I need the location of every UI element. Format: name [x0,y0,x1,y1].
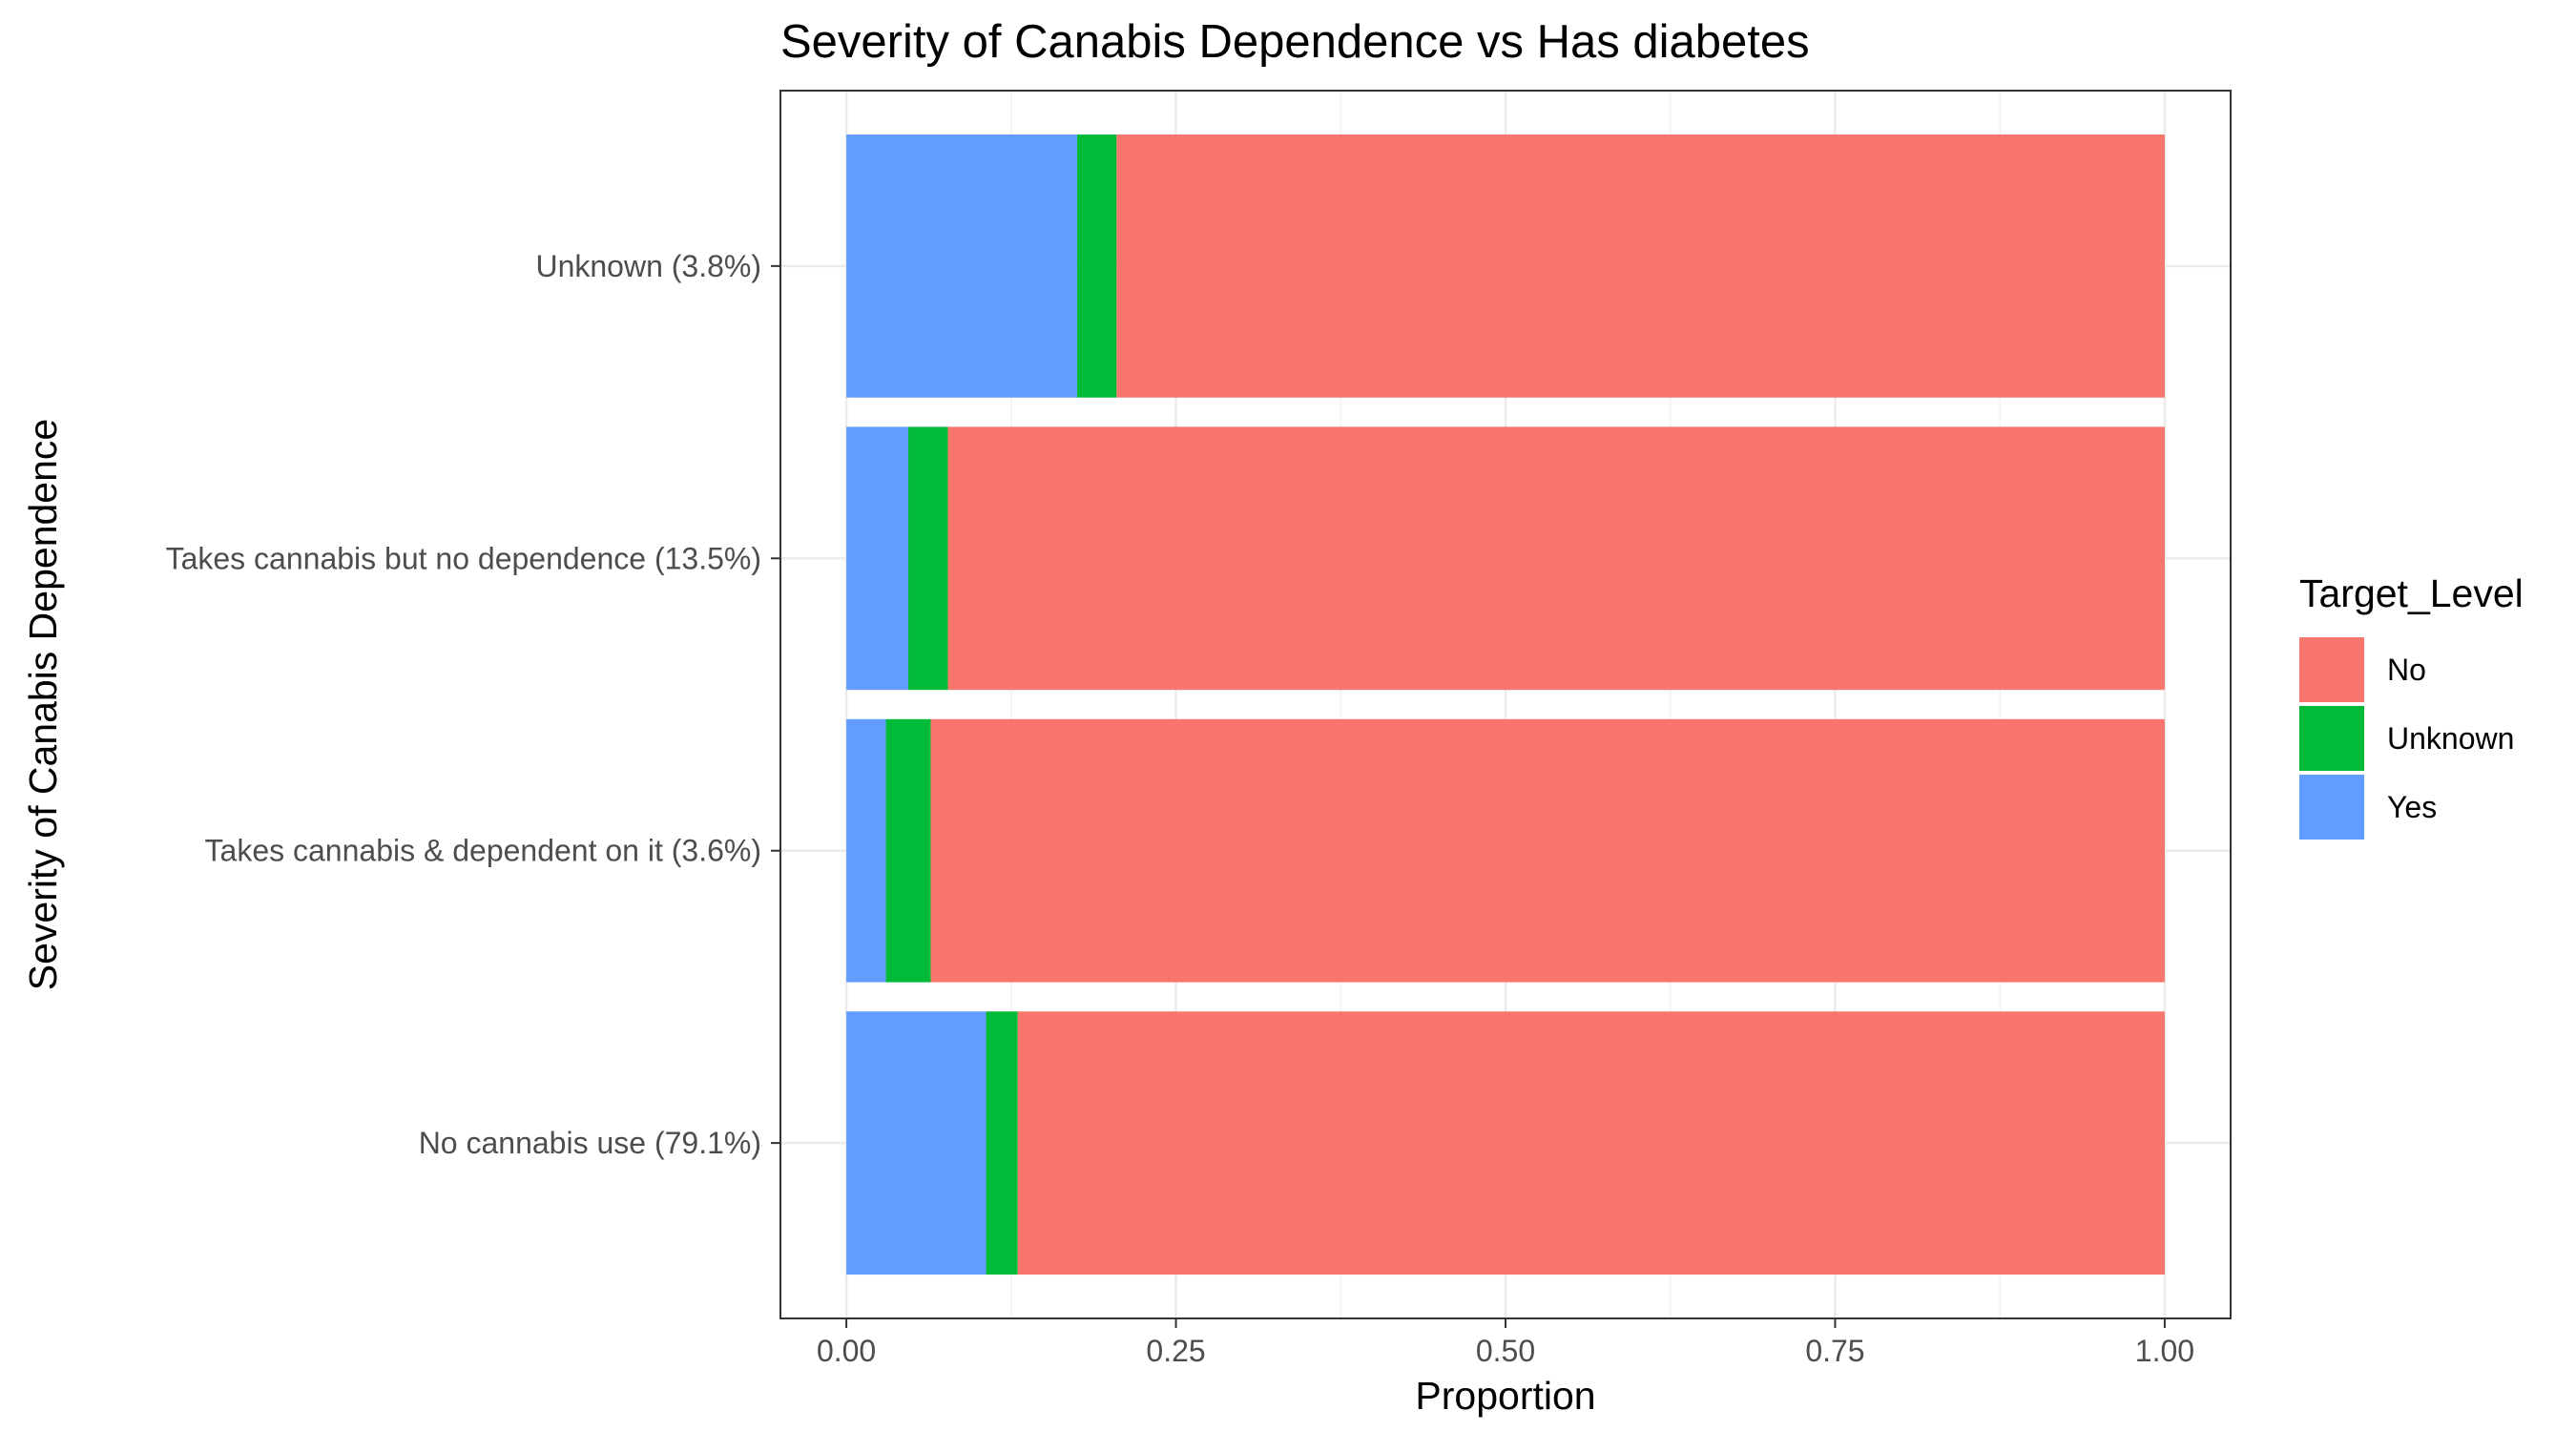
bar-unknown-1 [908,426,948,691]
legend-title: Target_Level [2299,571,2524,615]
y-axis: Unknown (3.8%) Takes cannabis but no depe… [166,249,780,1160]
bar-unknown-0 [1076,134,1117,398]
x-tick-label: 0.50 [1476,1334,1535,1368]
plot-panel [779,90,2232,1319]
bar-no-2 [930,718,2165,983]
y-tick-label: Takes cannabis but no dependence (13.5%) [166,541,761,575]
legend-key-unknown [2299,706,2364,771]
bars [846,134,2165,1275]
legend-label-yes: Yes [2387,790,2437,824]
bar-unknown-2 [885,718,931,983]
bar-yes-0 [846,134,1077,398]
legend: Target_Level No Unknown Yes [2299,571,2524,840]
x-axis-title: Proportion [1415,1374,1595,1418]
x-tick-label: 1.00 [2135,1334,2194,1368]
y-axis-title: Severity of Canabis Dependence [21,419,65,990]
y-tick-label: Takes cannabis & dependent on it (3.6%) [205,834,761,868]
x-tick-label: 0.25 [1146,1334,1205,1368]
bar-unknown-3 [986,1011,1018,1275]
legend-key-no [2299,637,2364,702]
legend-label-no: No [2387,653,2426,687]
chart-title: Severity of Canabis Dependence vs Has di… [780,16,1810,68]
x-axis: 0.00 0.25 0.50 0.75 1.00 [817,1318,2194,1368]
bar-yes-2 [846,718,886,983]
legend-label-unknown: Unknown [2387,721,2514,756]
x-tick-label: 0.00 [817,1334,876,1368]
bar-no-1 [947,426,2165,691]
bar-no-3 [1017,1011,2165,1275]
bar-no-0 [1116,134,2165,398]
bar-yes-1 [846,426,909,691]
y-tick-label: No cannabis use (79.1%) [419,1126,761,1160]
bar-yes-3 [846,1011,987,1275]
legend-key-yes [2299,775,2364,840]
y-tick-label: Unknown (3.8%) [535,249,761,283]
x-tick-label: 0.75 [1805,1334,1864,1368]
